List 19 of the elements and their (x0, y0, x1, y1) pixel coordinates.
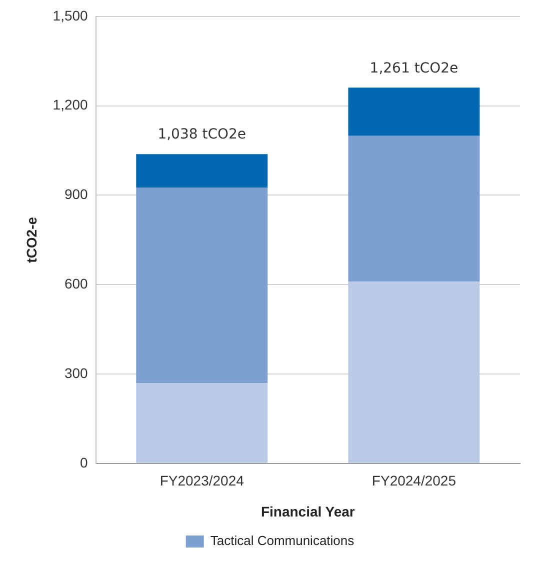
y-tick-label: 0 (80, 454, 88, 470)
x-tick-label: FY2023/2024 (160, 472, 244, 489)
bar (348, 282, 480, 463)
y-tick-label: 900 (64, 186, 88, 202)
total-label: 1,261 tCO2e (370, 60, 458, 76)
y-tick-label: 1,200 (52, 96, 88, 113)
y-tick-label: 600 (64, 275, 88, 292)
x-axis-title: Financial Year (260, 503, 356, 520)
y-axis-title: tCO2-e (23, 216, 40, 263)
bar (136, 154, 268, 188)
x-tick-label: FY2024/2025 (372, 472, 456, 489)
total-label: 1,038 tCO2e (158, 126, 246, 143)
bar (136, 187, 268, 383)
y-tick-label: 300 (64, 364, 88, 381)
legend-label: Tactical Communications (210, 533, 355, 548)
bar (348, 88, 480, 136)
bar (348, 136, 480, 282)
y-tick-label: 1,500 (52, 7, 88, 24)
bar (136, 382, 268, 463)
